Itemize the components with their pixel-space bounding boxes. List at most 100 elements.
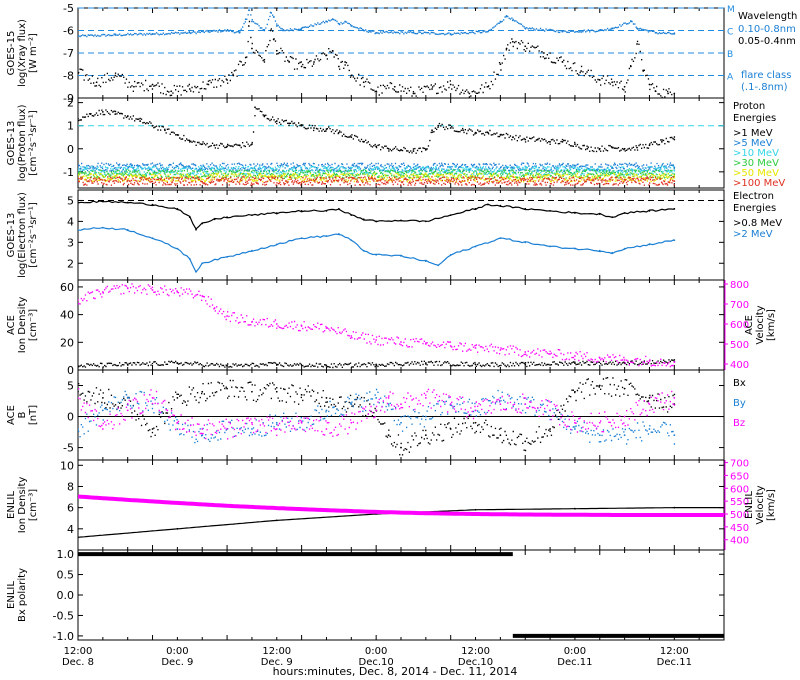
data-point — [648, 428, 651, 430]
legend-entry: >100 MeV — [733, 178, 785, 189]
data-point — [524, 351, 527, 353]
data-point — [282, 29, 284, 32]
data-point — [275, 507, 278, 509]
data-point — [238, 144, 241, 147]
data-point — [101, 200, 104, 203]
flare-class-label: M — [727, 5, 735, 15]
data-point — [176, 291, 179, 293]
data-point — [474, 421, 477, 424]
data-point — [325, 397, 328, 399]
data-point — [424, 397, 427, 399]
data-point — [325, 20, 328, 23]
data-point — [275, 120, 278, 122]
data-point — [170, 90, 173, 93]
data-point — [487, 85, 489, 88]
data-point — [449, 32, 452, 35]
data-point — [487, 203, 489, 206]
legend-note: (.1-.8nm) — [741, 82, 788, 93]
data-point — [151, 203, 154, 206]
series-0-10-0-8nm — [78, 9, 676, 38]
data-point — [499, 134, 502, 136]
time-tick-day: Dec. 9 — [161, 657, 193, 668]
legend-entry: >50 MeV — [733, 168, 779, 179]
data-point — [226, 145, 228, 148]
legend-title: Wavelength — [738, 11, 797, 22]
data-point — [611, 27, 614, 30]
series-dots — [78, 377, 676, 456]
data-point — [642, 70, 645, 72]
data-point — [151, 237, 154, 240]
data-point — [254, 106, 256, 109]
data-point — [673, 92, 676, 95]
panel-ace-magnetic-field: -5 0 5 ACE B [nT] Bx By Bz — [6, 369, 746, 461]
data-point — [350, 74, 353, 77]
data-point — [412, 92, 415, 95]
y-tick-label: -5 — [63, 2, 74, 15]
y-right-axis-label: [km/s] — [766, 489, 777, 521]
data-point — [474, 363, 477, 366]
data-point — [176, 421, 179, 424]
data-point — [574, 428, 576, 430]
y-right-tick-label: 400 — [730, 536, 749, 547]
data-point — [499, 349, 502, 351]
series-dots — [78, 108, 676, 154]
data-point — [673, 397, 676, 399]
data-point — [549, 353, 551, 355]
data-point — [474, 207, 477, 210]
data-point — [151, 124, 154, 127]
series-dots — [78, 176, 675, 186]
data-point — [275, 49, 278, 52]
data-point — [188, 140, 191, 143]
y-tick-label: 8 — [67, 480, 74, 493]
data-point — [78, 166, 79, 169]
data-point — [524, 45, 527, 48]
data-point — [126, 397, 129, 399]
data-point — [648, 243, 651, 246]
data-point — [449, 83, 452, 86]
data-point — [654, 31, 657, 34]
data-point — [325, 327, 328, 329]
y-axis-label: ENLIL — [6, 581, 17, 609]
data-point — [387, 403, 390, 406]
y-axis-label: log(Proton flux) — [17, 104, 28, 181]
legend-entry: >5 MeV — [733, 138, 773, 149]
data-point — [536, 138, 539, 141]
y-tick-label: -5 — [63, 442, 74, 455]
series--0-8-mev — [78, 200, 676, 231]
time-tick-label: 12:00 — [461, 646, 490, 657]
data-point — [226, 428, 228, 430]
data-point — [350, 239, 353, 242]
panel-frame — [77, 549, 725, 641]
data-point — [505, 47, 508, 50]
data-point — [201, 262, 204, 265]
data-point — [201, 222, 204, 225]
series-dots — [78, 20, 676, 98]
y-axis-label: ACE — [6, 315, 17, 335]
data-point — [462, 129, 465, 132]
data-point — [201, 434, 204, 437]
data-point — [78, 72, 79, 75]
data-point — [226, 504, 228, 507]
data-point — [325, 509, 328, 512]
data-point — [623, 359, 626, 361]
data-point — [449, 403, 452, 406]
data-point — [313, 61, 315, 63]
data-point — [139, 120, 142, 122]
y-tick-label: 1 — [67, 120, 74, 133]
data-point — [201, 428, 204, 430]
y-axis-label: [nT] — [28, 405, 39, 425]
data-point — [101, 291, 104, 293]
data-point — [176, 397, 179, 399]
data-point — [78, 364, 79, 367]
data-point — [226, 216, 228, 219]
data-point — [337, 65, 340, 68]
data-point — [78, 117, 79, 120]
data-point — [549, 428, 551, 430]
data-point — [344, 61, 346, 63]
data-point — [449, 127, 452, 129]
data-point — [387, 434, 390, 437]
data-point — [151, 83, 154, 86]
y-right-tick-label: 700 — [730, 300, 749, 311]
